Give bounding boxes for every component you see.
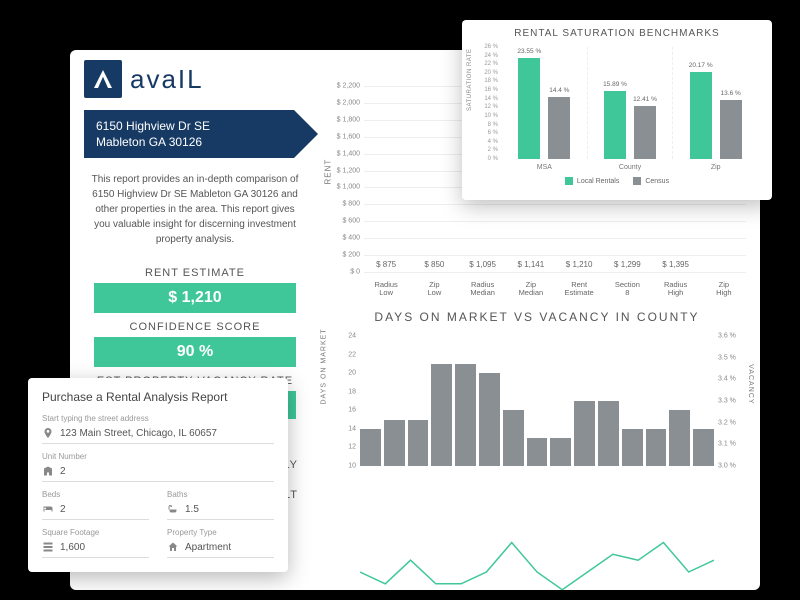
address-banner: 6150 Highview Dr SE Mableton GA 30126 (84, 110, 294, 158)
beds-field-label: Beds (42, 490, 149, 499)
address-line2: Mableton GA 30126 (96, 134, 282, 150)
map-pin-icon (42, 427, 54, 439)
dom-bar (527, 438, 548, 466)
sat-group: 20.17 %13.6 %Zip (673, 47, 758, 159)
dom-bar (574, 401, 595, 466)
beds-input-value: 2 (60, 504, 66, 515)
dom-bar (384, 420, 405, 466)
sat-group: 23.55 %14.4 %MSA (502, 47, 588, 159)
legend-census: Census (645, 178, 669, 185)
logo-text: avaIL (130, 64, 204, 95)
home-icon (167, 541, 179, 553)
saturation-card: RENTAL SATURATION BENCHMARKS SATURATION … (462, 20, 772, 200)
dom-chart: DAYS ON MARKET VACANCY 1012141618202224 … (324, 326, 750, 476)
baths-field-label: Baths (167, 490, 274, 499)
ptype-field-label: Property Type (167, 528, 274, 537)
intro-text: This report provides an in-depth compari… (84, 172, 306, 259)
dom-bar (669, 410, 690, 466)
dom-bar (503, 410, 524, 466)
rent-estimate-label: RENT ESTIMATE (84, 267, 306, 279)
dom-bar (408, 420, 429, 466)
dom-chart-title: DAYS ON MARKET VS VACANCY IN COUNTY (324, 310, 750, 324)
purchase-form: Purchase a Rental Analysis Report Start … (28, 378, 288, 572)
rent-estimate-value: $ 1,210 (94, 283, 296, 313)
dom-bar (646, 429, 667, 466)
ruler-icon (42, 541, 54, 553)
logo-mark-icon (84, 60, 122, 98)
beds-input[interactable]: 2 (42, 499, 149, 520)
baths-input[interactable]: 1.5 (167, 499, 274, 520)
sqft-input-value: 1,600 (60, 542, 85, 553)
unit-field-label: Unit Number (42, 452, 274, 461)
address-line1: 6150 Highview Dr SE (96, 118, 282, 134)
saturation-title: RENTAL SATURATION BENCHMARKS (472, 28, 762, 39)
baths-input-value: 1.5 (185, 504, 199, 515)
sat-group: 15.89 %12.41 %County (588, 47, 674, 159)
ptype-input-value: Apartment (185, 542, 231, 553)
dom-bar (598, 401, 619, 466)
logo: avaIL (84, 60, 306, 98)
building-icon (42, 465, 54, 477)
address-input-value: 123 Main Street, Chicago, IL 60657 (60, 428, 217, 439)
address-field-label: Start typing the street address (42, 414, 274, 423)
saturation-chart: SATURATION RATE 0 %2 %4 %6 %8 %10 %12 %1… (472, 43, 762, 173)
dom-bar (479, 373, 500, 466)
dom-bar (693, 429, 714, 466)
form-title: Purchase a Rental Analysis Report (42, 390, 274, 404)
ptype-input[interactable]: Apartment (167, 537, 274, 558)
saturation-legend: Local Rentals Census (472, 177, 762, 185)
confidence-value: 90 % (94, 337, 296, 367)
unit-input-value: 2 (60, 466, 66, 477)
dom-bar (455, 364, 476, 466)
unit-input[interactable]: 2 (42, 461, 274, 482)
sqft-field-label: Square Footage (42, 528, 149, 537)
dom-bar (550, 438, 571, 466)
dom-bar (622, 429, 643, 466)
bed-icon (42, 503, 54, 515)
dom-bar (431, 364, 452, 466)
legend-local: Local Rentals (577, 178, 619, 185)
sqft-input[interactable]: 1,600 (42, 537, 149, 558)
bath-icon (167, 503, 179, 515)
dom-bar (360, 429, 381, 466)
address-input[interactable]: 123 Main Street, Chicago, IL 60657 (42, 423, 274, 444)
confidence-label: CONFIDENCE SCORE (84, 321, 306, 333)
